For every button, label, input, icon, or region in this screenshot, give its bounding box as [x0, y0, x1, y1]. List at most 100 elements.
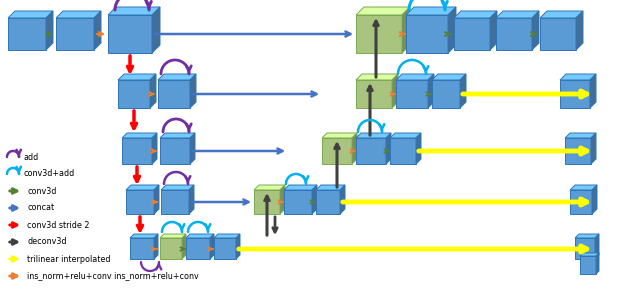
- Polygon shape: [130, 238, 154, 259]
- Polygon shape: [416, 133, 421, 164]
- Polygon shape: [322, 138, 352, 164]
- Polygon shape: [390, 133, 421, 138]
- Polygon shape: [108, 7, 160, 15]
- Polygon shape: [182, 234, 186, 259]
- Polygon shape: [316, 185, 345, 190]
- Polygon shape: [390, 138, 416, 164]
- Polygon shape: [576, 11, 583, 50]
- Polygon shape: [186, 238, 210, 259]
- Polygon shape: [158, 80, 190, 108]
- Polygon shape: [130, 234, 158, 238]
- Polygon shape: [575, 238, 595, 259]
- Polygon shape: [316, 190, 340, 214]
- Polygon shape: [560, 80, 590, 108]
- Text: deconv3d: deconv3d: [27, 238, 67, 246]
- Polygon shape: [596, 253, 599, 274]
- Polygon shape: [396, 80, 428, 108]
- Polygon shape: [591, 133, 596, 164]
- Polygon shape: [595, 234, 599, 259]
- Polygon shape: [118, 80, 150, 108]
- Polygon shape: [570, 185, 597, 190]
- Polygon shape: [254, 190, 280, 214]
- Polygon shape: [432, 80, 460, 108]
- Polygon shape: [496, 18, 532, 50]
- Polygon shape: [284, 185, 317, 190]
- Polygon shape: [592, 185, 597, 214]
- Polygon shape: [570, 190, 592, 214]
- Polygon shape: [160, 234, 186, 238]
- Polygon shape: [406, 15, 448, 53]
- Polygon shape: [386, 133, 391, 164]
- Polygon shape: [118, 74, 156, 80]
- Polygon shape: [406, 7, 456, 15]
- Polygon shape: [161, 185, 194, 190]
- Polygon shape: [214, 238, 236, 259]
- Polygon shape: [580, 253, 599, 256]
- Polygon shape: [428, 74, 434, 108]
- Polygon shape: [560, 74, 596, 80]
- Polygon shape: [322, 133, 357, 138]
- Polygon shape: [565, 138, 591, 164]
- Text: conv3d+add: conv3d+add: [23, 169, 74, 179]
- Polygon shape: [540, 18, 576, 50]
- Polygon shape: [189, 185, 194, 214]
- Text: concat: concat: [27, 204, 54, 213]
- Polygon shape: [160, 238, 182, 259]
- Polygon shape: [158, 74, 196, 80]
- Polygon shape: [94, 11, 101, 50]
- Polygon shape: [161, 190, 189, 214]
- Text: add: add: [23, 153, 38, 162]
- Polygon shape: [356, 133, 391, 138]
- Polygon shape: [396, 74, 434, 80]
- Polygon shape: [190, 74, 196, 108]
- Polygon shape: [340, 185, 345, 214]
- Polygon shape: [356, 74, 398, 80]
- Polygon shape: [532, 11, 539, 50]
- Polygon shape: [580, 256, 596, 274]
- Polygon shape: [186, 234, 214, 238]
- Polygon shape: [284, 190, 312, 214]
- Polygon shape: [214, 234, 240, 238]
- Polygon shape: [126, 190, 154, 214]
- Polygon shape: [154, 234, 158, 259]
- Polygon shape: [356, 7, 410, 15]
- Polygon shape: [356, 138, 386, 164]
- Polygon shape: [490, 11, 497, 50]
- Polygon shape: [356, 80, 392, 108]
- Polygon shape: [565, 133, 596, 138]
- Polygon shape: [150, 74, 156, 108]
- Polygon shape: [210, 234, 214, 259]
- Polygon shape: [254, 185, 285, 190]
- Text: conv3d: conv3d: [27, 186, 56, 195]
- Polygon shape: [126, 185, 159, 190]
- Polygon shape: [8, 11, 53, 18]
- Polygon shape: [154, 185, 159, 214]
- Polygon shape: [454, 18, 490, 50]
- Polygon shape: [280, 185, 285, 214]
- Polygon shape: [356, 15, 402, 53]
- Polygon shape: [540, 11, 583, 18]
- Polygon shape: [352, 133, 357, 164]
- Polygon shape: [56, 18, 94, 50]
- Polygon shape: [402, 7, 410, 53]
- Polygon shape: [575, 234, 599, 238]
- Polygon shape: [454, 11, 497, 18]
- Polygon shape: [190, 133, 195, 164]
- Polygon shape: [392, 74, 398, 108]
- Polygon shape: [432, 74, 466, 80]
- Polygon shape: [46, 11, 53, 50]
- Polygon shape: [460, 74, 466, 108]
- Polygon shape: [56, 11, 101, 18]
- Polygon shape: [8, 18, 46, 50]
- Polygon shape: [122, 138, 152, 164]
- Polygon shape: [152, 133, 157, 164]
- Text: trilinear interpolated: trilinear interpolated: [27, 255, 111, 264]
- Polygon shape: [448, 7, 456, 53]
- Polygon shape: [108, 15, 152, 53]
- Polygon shape: [590, 74, 596, 108]
- Polygon shape: [152, 7, 160, 53]
- Polygon shape: [496, 11, 539, 18]
- Polygon shape: [160, 138, 190, 164]
- Text: ins_norm+relu+conv ins_norm+relu+conv: ins_norm+relu+conv ins_norm+relu+conv: [27, 271, 199, 280]
- Polygon shape: [312, 185, 317, 214]
